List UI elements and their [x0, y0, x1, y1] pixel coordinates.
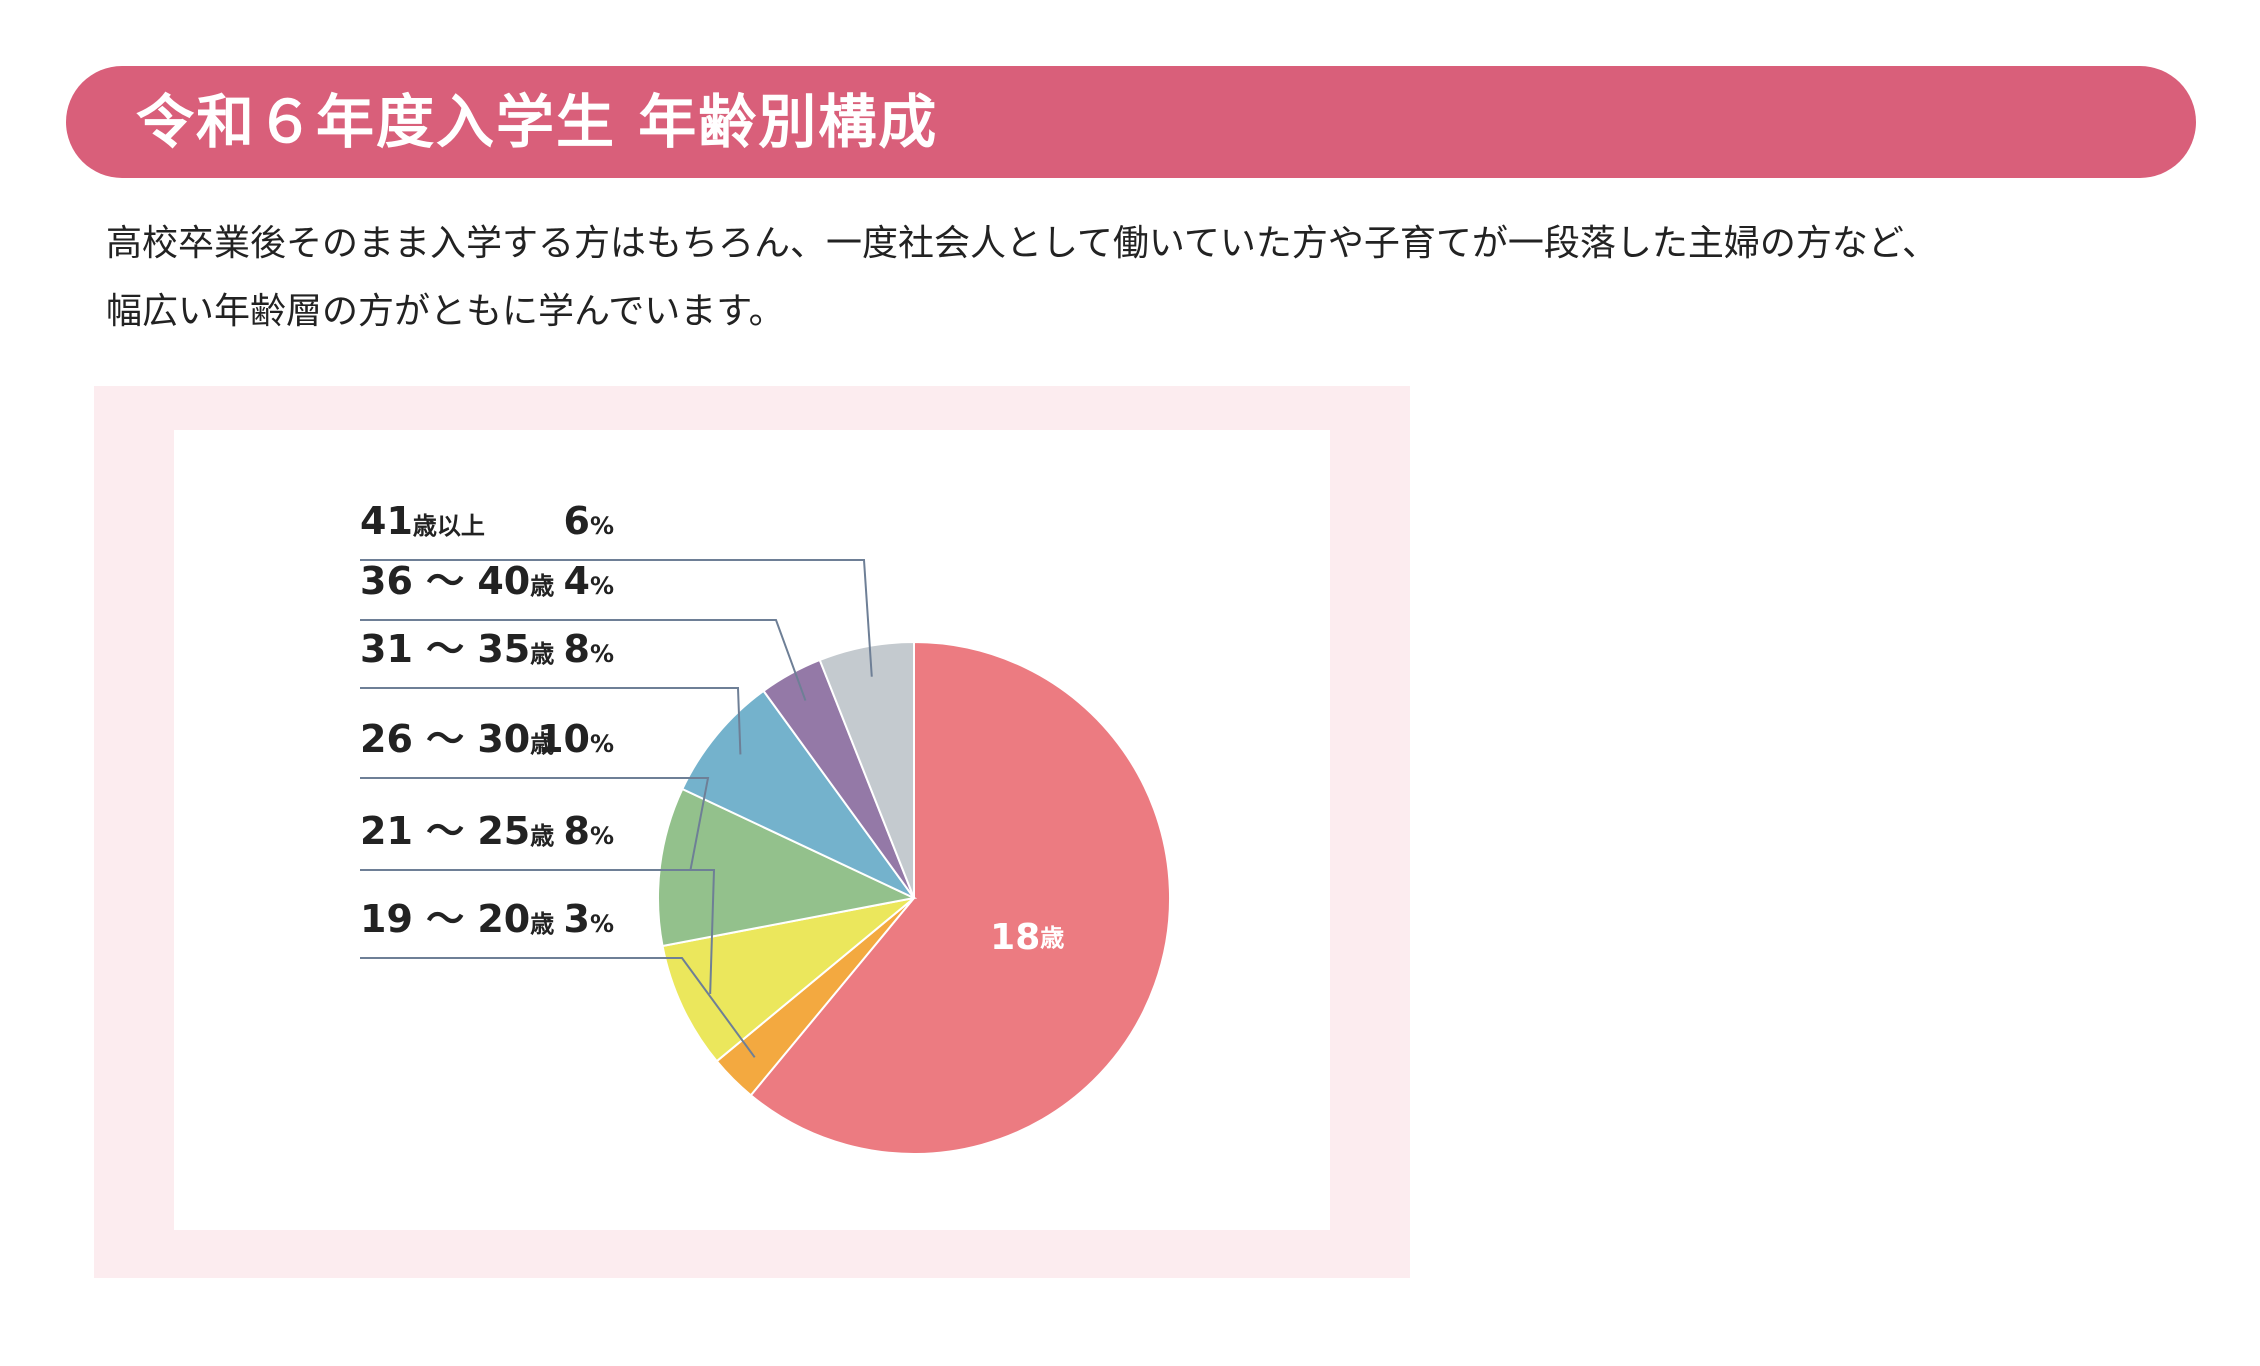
legend-label-5: 36 ～ 40歳 — [360, 559, 554, 603]
intro-text: 高校卒業後そのまま入学する方はもちろん、一度社会人として働いていた方や子育てが一… — [106, 210, 2156, 346]
legend-label-4: 31 ～ 35歳 — [360, 627, 554, 671]
intro-line-1: 高校卒業後そのまま入学する方はもちろん、一度社会人として働いていた方や子育てが一… — [106, 223, 1939, 264]
legend-value-1: 3% — [564, 897, 615, 941]
leader-line-2 — [360, 869, 716, 994]
leader-line-6 — [360, 559, 873, 677]
chart-card: 18歳 41歳以上 6% 36 ～ 40歳 4% 31 ～ 35歳 8% 26 ～ 30歳 10… — [174, 430, 1330, 1230]
legend-value-2: 8% — [564, 809, 615, 853]
leader-line-4 — [360, 687, 742, 755]
slice-label-main: 18歳 — [990, 917, 1064, 958]
pie-slice-2 — [661, 897, 915, 1063]
legend-value-6: 6% — [564, 499, 615, 543]
leader-line-1 — [360, 957, 756, 1058]
leader-line-3 — [360, 777, 710, 870]
legend-label-2: 21 ～ 25歳 — [360, 809, 554, 853]
section-title: 令和６年度入学生 年齢別構成 — [136, 88, 939, 156]
intro-line-2: 幅広い年齢層の方がともに学んでいます。 — [106, 291, 785, 332]
legend-value-5: 4% — [564, 559, 615, 603]
legend-label-3: 26 ～ 30歳 — [360, 717, 554, 761]
legend-value-4: 8% — [564, 627, 615, 671]
legend-value-3: 10% — [537, 717, 614, 761]
section-header: 令和６年度入学生 年齢別構成 — [66, 66, 2196, 178]
pie-slice-0 — [749, 640, 1171, 1155]
legend-label-1: 19 ～ 20歳 — [360, 897, 554, 941]
leader-line-5 — [360, 619, 807, 701]
pie-slice-6 — [818, 640, 915, 899]
pie-slice-3 — [657, 787, 918, 948]
legend-label-6: 41歳以上 — [360, 499, 485, 543]
chart-panel: 18歳 41歳以上 6% 36 ～ 40歳 4% 31 ～ 35歳 8% 26 ～ 30歳 10… — [94, 386, 1410, 1278]
